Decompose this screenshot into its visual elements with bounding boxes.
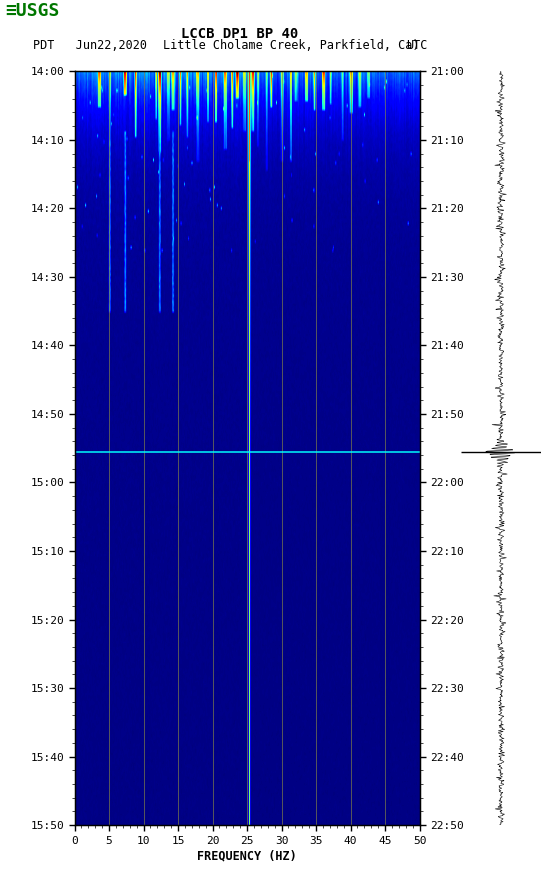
X-axis label: FREQUENCY (HZ): FREQUENCY (HZ) [197, 850, 297, 863]
Text: Little Cholame Creek, Parkfield, Ca): Little Cholame Creek, Parkfield, Ca) [163, 39, 420, 53]
Text: LCCB DP1 BP 40: LCCB DP1 BP 40 [182, 27, 299, 41]
Text: ≡USGS: ≡USGS [6, 2, 60, 20]
Text: PDT   Jun22,2020: PDT Jun22,2020 [33, 39, 147, 53]
Text: UTC: UTC [406, 39, 427, 53]
